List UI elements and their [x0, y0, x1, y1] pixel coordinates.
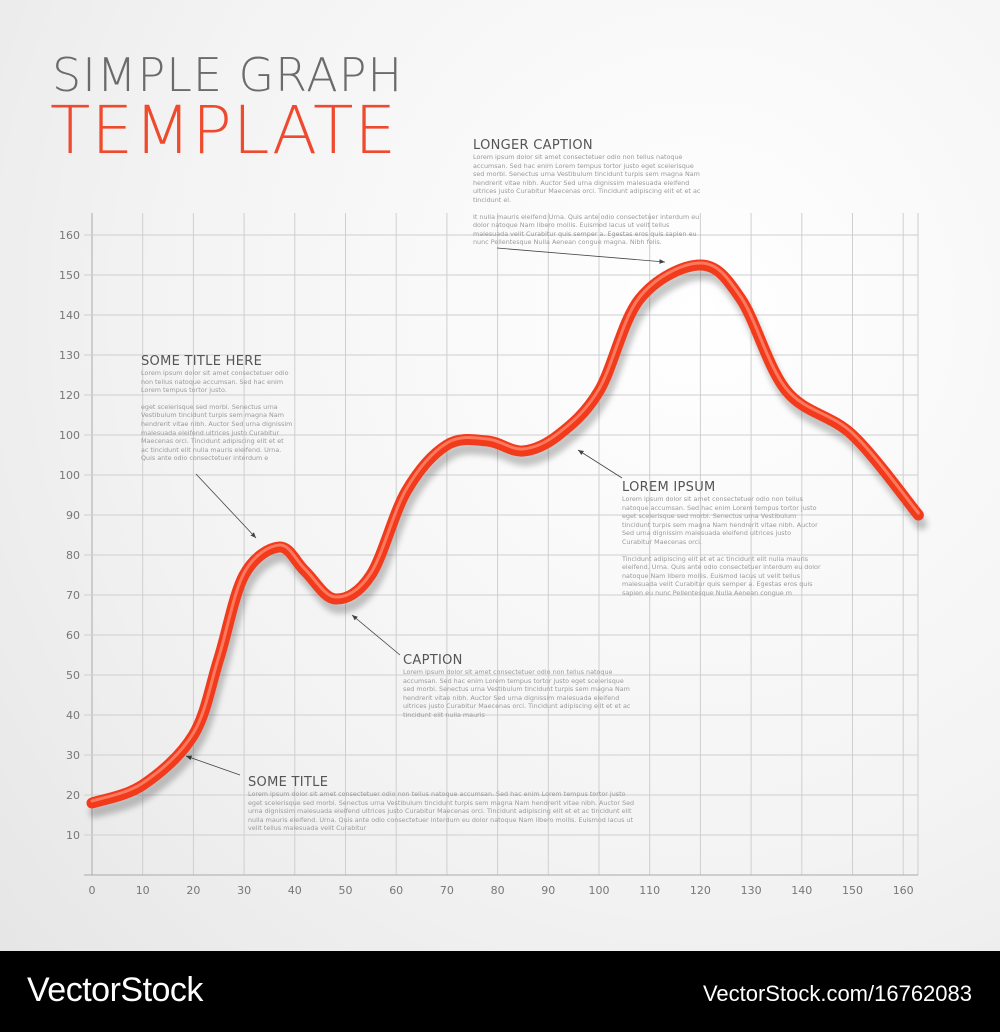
y-tick-label: 50 — [66, 669, 80, 682]
caption-title: SOME TITLE HERE — [141, 354, 263, 369]
y-tick-label: 30 — [66, 749, 80, 762]
caption-title: LONGER CAPTION — [473, 138, 593, 153]
caption-title: LOREM IPSUM — [622, 480, 716, 495]
caption-text: Lorem ipsum dolor sit amet consectetuer … — [403, 668, 631, 719]
y-tick-label: 80 — [66, 549, 80, 562]
x-tick-label: 30 — [237, 884, 251, 897]
x-tick-label: 80 — [491, 884, 505, 897]
footer-bar: VectorStock VectorStock.com/16762083 — [0, 951, 1000, 1032]
caption-text: eget scelerisque sed morbi. Senectus urn… — [141, 402, 293, 463]
caption-some-title-here: SOME TITLE HERE Lorem ipsum dolor sit am… — [141, 354, 293, 471]
y-tick-label: 150 — [59, 269, 80, 282]
caption-longer: LONGER CAPTION Lorem ipsum dolor sit ame… — [473, 138, 703, 255]
x-tick-label: 20 — [186, 884, 200, 897]
y-tick-label: 100 — [59, 429, 80, 442]
caption-text: It nulla mauris eleifend Urna. Quis ante… — [473, 212, 700, 247]
x-tick-label: 140 — [791, 884, 812, 897]
x-tick-label: 150 — [842, 884, 863, 897]
y-tick-label: 160 — [59, 229, 80, 242]
y-tick-label: 20 — [66, 789, 80, 802]
caption-text: Tincidunt adipiscing elit et et ac tinci… — [622, 554, 821, 597]
x-tick-label: 0 — [89, 884, 96, 897]
title-line-1: SIMPLE GRAPH — [52, 48, 404, 102]
caption-text: Lorem ipsum dolor sit amet consectetuer … — [141, 369, 289, 395]
x-tick-label: 60 — [389, 884, 403, 897]
x-tick-label: 40 — [288, 884, 302, 897]
callout-arrow — [577, 449, 623, 479]
caption-text: Lorem ipsum dolor sit amet consectetuer … — [473, 153, 701, 204]
callout-arrow — [195, 473, 257, 539]
y-tick-label: 10 — [66, 829, 80, 842]
x-tick-label: 70 — [440, 884, 454, 897]
y-tick-label: 130 — [59, 349, 80, 362]
caption-lorem-ipsum: LOREM IPSUM Lorem ipsum dolor sit amet c… — [622, 480, 822, 606]
x-tick-label: 130 — [741, 884, 762, 897]
y-tick-label: 90 — [66, 509, 80, 522]
y-tick-label: 140 — [59, 309, 80, 322]
y-tick-label: 70 — [66, 589, 80, 602]
caption-some-title: SOME TITLE Lorem ipsum dolor sit amet co… — [248, 775, 640, 841]
x-tick-label: 50 — [339, 884, 353, 897]
caption-title: SOME TITLE — [248, 775, 329, 790]
x-tick-label: 10 — [136, 884, 150, 897]
y-tick-label: 100 — [59, 469, 80, 482]
caption-caption: CAPTION Lorem ipsum dolor sit amet conse… — [403, 653, 631, 728]
caption-title: CAPTION — [403, 653, 463, 668]
x-tick-label: 120 — [690, 884, 711, 897]
title-line-2: TEMPLATE — [50, 92, 398, 169]
callout-arrow — [496, 247, 666, 264]
caption-text: Lorem ipsum dolor sit amet consectetuer … — [622, 495, 818, 546]
y-tick-label: 60 — [66, 629, 80, 642]
callout-arrow — [351, 614, 401, 656]
x-tick-label: 160 — [893, 884, 914, 897]
image-url: VectorStock.com/16762083 — [702, 981, 972, 1006]
y-tick-label: 40 — [66, 709, 80, 722]
x-tick-label: 100 — [589, 884, 610, 897]
data-line-highlight — [90, 261, 920, 803]
line-chart: 0 10 20 30 40 50 60 70 80 90 100 110 120 130 140 150 160… — [59, 213, 928, 897]
x-tick-label: 110 — [639, 884, 660, 897]
caption-text: Lorem ipsum dolor sit amet consectetuer … — [248, 790, 635, 833]
callout-arrow — [185, 755, 241, 776]
vectorstock-logo: VectorStock — [27, 971, 203, 1009]
x-tick-label: 90 — [541, 884, 555, 897]
y-tick-label: 120 — [59, 389, 80, 402]
